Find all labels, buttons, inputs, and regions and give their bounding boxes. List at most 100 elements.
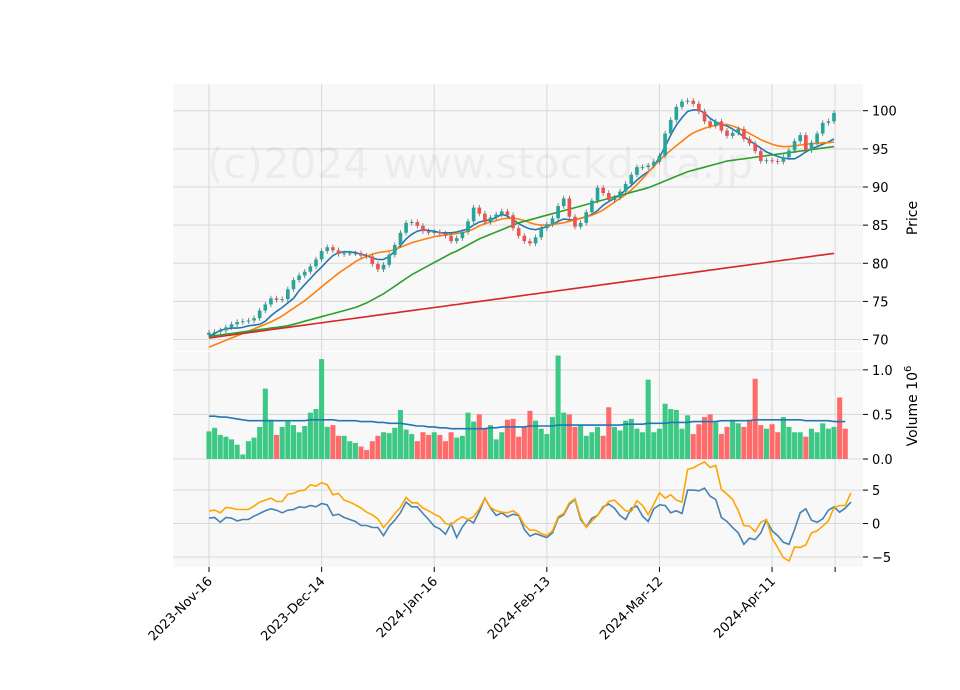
candle-body <box>212 331 217 333</box>
x-tick-label: 2024-Apr-11 <box>711 574 778 641</box>
volume-bar <box>594 426 601 459</box>
volume-bar <box>493 439 499 459</box>
volume-bar <box>617 430 623 459</box>
x-axis: 2023-Nov-16 2023-Dec-14 2024-Jan-16 2024-Fe… <box>146 567 836 644</box>
volume-bar <box>341 435 347 459</box>
candle-body <box>792 141 797 151</box>
volume-bar <box>240 454 246 459</box>
candle-body <box>246 320 251 322</box>
candle-body <box>263 304 268 311</box>
volume-bar <box>228 439 235 459</box>
candle-body <box>618 191 622 198</box>
candle-body <box>601 187 605 194</box>
candle-body <box>432 231 437 233</box>
y-tick-label: 0.5 <box>872 408 893 423</box>
candle-body <box>764 160 769 162</box>
candle-body <box>392 244 397 255</box>
candle-body <box>635 167 639 175</box>
price-axis-label: Price <box>905 201 921 235</box>
candle-body <box>742 129 746 139</box>
candle-body <box>471 207 476 222</box>
price-panel-background <box>173 84 863 351</box>
volume-bar <box>279 426 285 459</box>
volume-bar <box>217 434 223 459</box>
candle-body <box>651 161 656 166</box>
volume-bar <box>842 428 848 459</box>
volume-bar <box>747 419 753 459</box>
volume-bar <box>437 434 443 459</box>
candle-body <box>460 231 465 239</box>
candle-body <box>426 231 431 233</box>
volume-bar <box>797 432 803 459</box>
volume-bar <box>476 414 482 459</box>
volume-y-ticks: 0.0 0.5 1.0 <box>863 364 893 468</box>
volume-bar <box>741 426 747 459</box>
price-panel: (c)2024 www.stockdata.jp 70 75 80 85 90 95 100… <box>173 84 921 351</box>
volume-bar <box>290 425 296 459</box>
volume-bar <box>701 417 708 459</box>
candle-body <box>252 318 256 321</box>
candle-body <box>269 298 273 305</box>
candle-body <box>680 101 684 107</box>
candle-body <box>820 122 825 134</box>
candle-body <box>702 111 707 122</box>
volume-bar <box>837 397 843 459</box>
x-tick-label: 2023-Nov-16 <box>146 574 216 644</box>
candle-body <box>770 160 774 162</box>
volume-bar <box>786 426 792 459</box>
candle-body <box>415 222 420 226</box>
volume-bar <box>302 426 308 459</box>
volume-average-path <box>209 415 846 430</box>
volume-bar <box>775 432 781 459</box>
candle-body <box>668 119 673 134</box>
volume-bar <box>392 427 398 459</box>
y-tick-label: 0 <box>872 518 880 533</box>
volume-axis-label: Volume 106 <box>903 366 921 447</box>
moving-average-line <box>208 145 835 338</box>
candle-body <box>629 174 634 184</box>
volume-bar <box>628 418 634 459</box>
volume-bar <box>454 437 460 459</box>
volume-average-line <box>209 415 846 430</box>
candle-body <box>421 225 425 232</box>
y-tick-label: 90 <box>872 181 889 196</box>
candle-body <box>775 161 780 163</box>
volume-bar <box>544 434 550 459</box>
candle-body <box>545 224 549 229</box>
candle-body <box>691 100 696 104</box>
candle-body <box>235 322 239 325</box>
volume-bar <box>572 426 578 459</box>
candle-body <box>308 266 313 272</box>
volume-bar <box>606 407 612 459</box>
candle-body <box>325 247 330 252</box>
candle-body <box>449 235 453 242</box>
candle-body <box>511 215 515 229</box>
volume-bar <box>803 436 809 459</box>
moving-averages <box>208 109 835 348</box>
volume-bar <box>262 388 268 459</box>
volume-bar <box>808 428 815 459</box>
volume-bar <box>549 417 556 459</box>
volume-bar <box>589 432 595 459</box>
candle-body <box>404 222 408 233</box>
volume-bar <box>431 432 437 459</box>
candle-body <box>747 138 752 144</box>
y-tick-label: 75 <box>872 295 889 310</box>
volume-bar <box>521 426 527 459</box>
candle-body <box>477 207 482 214</box>
candle-body <box>274 298 279 300</box>
candle-body <box>578 222 583 227</box>
candle-body <box>606 193 611 200</box>
candle-body <box>539 228 544 238</box>
volume-bar <box>245 441 251 459</box>
candle-body <box>381 264 386 270</box>
candle-body <box>297 275 301 281</box>
volume-bar <box>223 436 229 459</box>
candle-body <box>697 103 701 112</box>
candle-body <box>522 235 527 242</box>
y-tick-label: 0.0 <box>872 453 893 468</box>
volume-bar <box>656 428 662 459</box>
y-tick-label: 95 <box>872 143 889 158</box>
oscillator-grid <box>173 460 863 567</box>
